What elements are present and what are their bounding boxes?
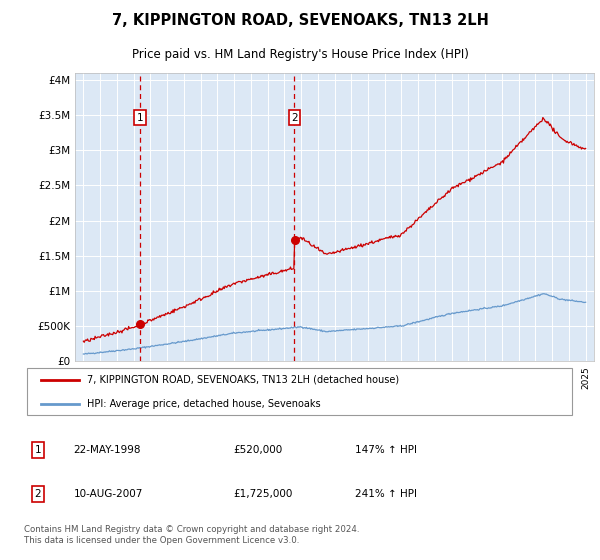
Text: 241% ↑ HPI: 241% ↑ HPI bbox=[355, 489, 417, 499]
Text: 1: 1 bbox=[34, 445, 41, 455]
Text: £1,725,000: £1,725,000 bbox=[234, 489, 293, 499]
Text: 2: 2 bbox=[34, 489, 41, 499]
Text: 2: 2 bbox=[291, 113, 298, 123]
Text: 1: 1 bbox=[137, 113, 143, 123]
Text: 147% ↑ HPI: 147% ↑ HPI bbox=[355, 445, 417, 455]
Text: £520,000: £520,000 bbox=[234, 445, 283, 455]
Text: 10-AUG-2007: 10-AUG-2007 bbox=[74, 489, 143, 499]
Text: Price paid vs. HM Land Registry's House Price Index (HPI): Price paid vs. HM Land Registry's House … bbox=[131, 48, 469, 60]
FancyBboxPatch shape bbox=[27, 368, 572, 415]
Text: HPI: Average price, detached house, Sevenoaks: HPI: Average price, detached house, Seve… bbox=[88, 399, 321, 409]
Text: 22-MAY-1998: 22-MAY-1998 bbox=[74, 445, 141, 455]
Text: 7, KIPPINGTON ROAD, SEVENOAKS, TN13 2LH (detached house): 7, KIPPINGTON ROAD, SEVENOAKS, TN13 2LH … bbox=[88, 375, 400, 385]
Bar bbox=[140, 73, 295, 361]
Text: Contains HM Land Registry data © Crown copyright and database right 2024.
This d: Contains HM Land Registry data © Crown c… bbox=[24, 525, 359, 545]
Text: 7, KIPPINGTON ROAD, SEVENOAKS, TN13 2LH: 7, KIPPINGTON ROAD, SEVENOAKS, TN13 2LH bbox=[112, 13, 488, 27]
